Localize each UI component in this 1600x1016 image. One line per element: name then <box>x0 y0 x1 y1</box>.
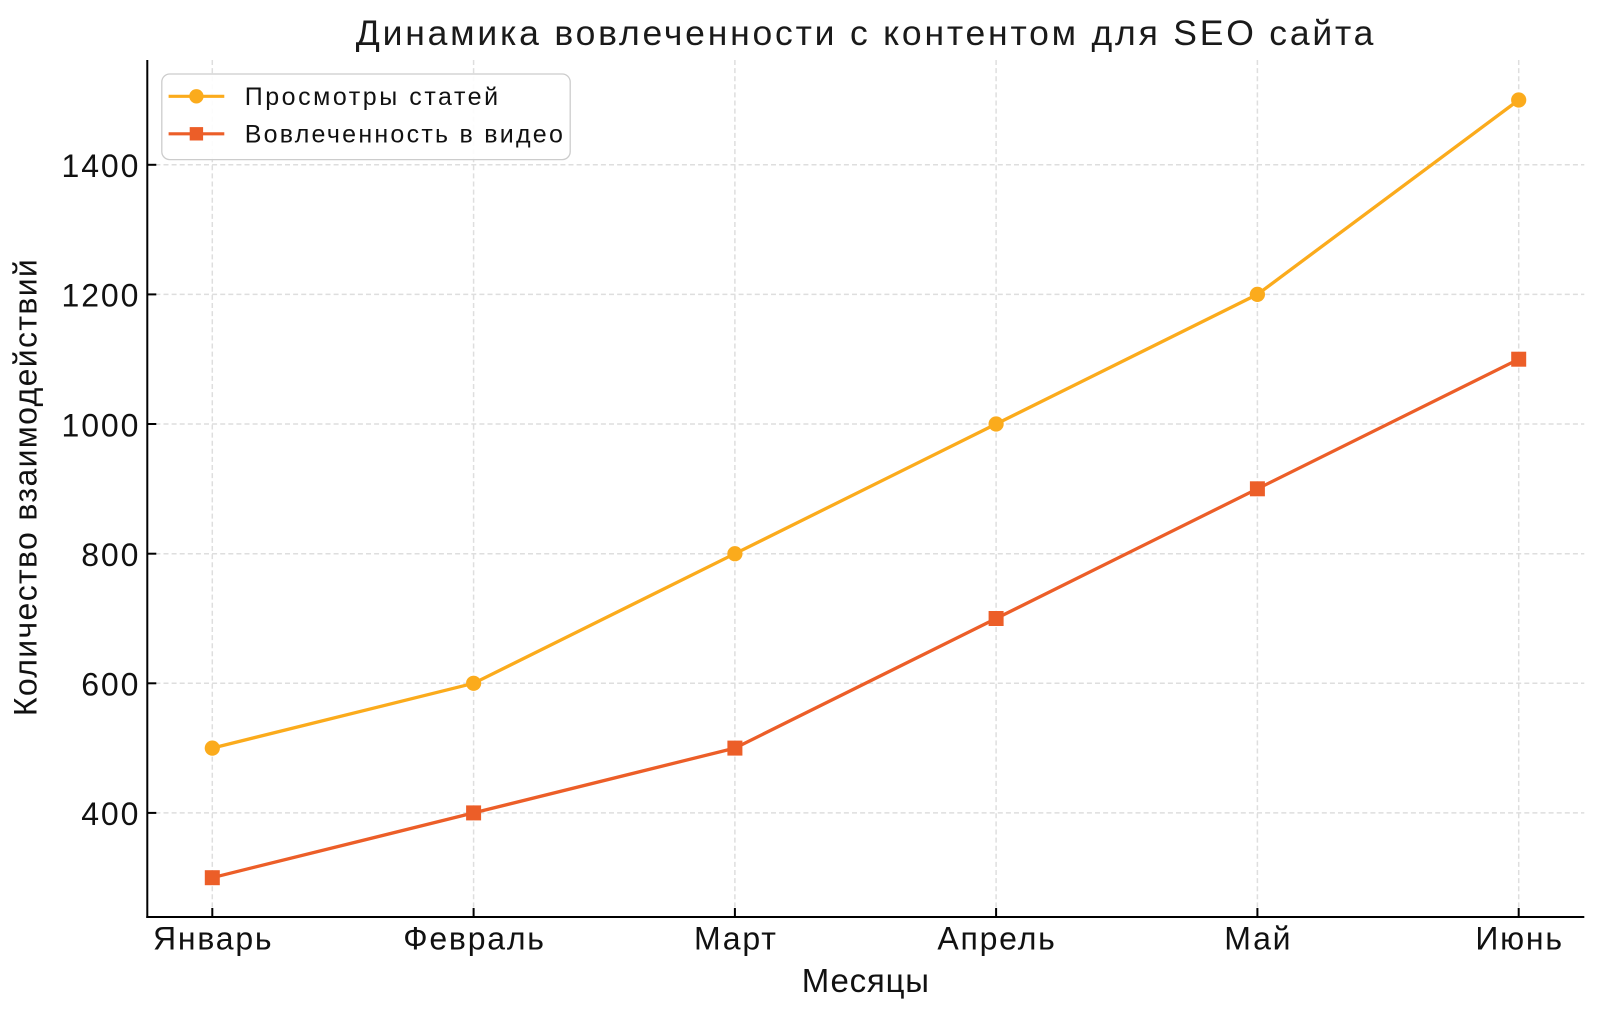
svg-text:Апрель: Апрель <box>937 921 1056 957</box>
svg-text:400: 400 <box>81 796 140 832</box>
svg-text:Количество взаимодействий: Количество взаимодействий <box>8 258 44 716</box>
svg-text:Май: Май <box>1224 921 1292 957</box>
svg-text:800: 800 <box>81 537 140 573</box>
svg-text:1000: 1000 <box>62 407 141 443</box>
svg-text:Февраль: Февраль <box>403 921 546 957</box>
svg-text:Месяцы: Месяцы <box>802 962 930 999</box>
svg-text:1400: 1400 <box>62 148 141 184</box>
svg-text:Январь: Январь <box>153 921 273 957</box>
svg-text:Июнь: Июнь <box>1475 921 1563 957</box>
svg-text:Вовлеченность в видео: Вовлеченность в видео <box>245 120 565 148</box>
svg-text:Просмотры статей: Просмотры статей <box>245 83 501 111</box>
svg-text:Март: Март <box>694 921 778 957</box>
svg-text:Динамика вовлеченности с конте: Динамика вовлеченности с контентом для S… <box>356 13 1376 53</box>
svg-text:600: 600 <box>81 667 140 703</box>
svg-text:1200: 1200 <box>62 278 141 314</box>
